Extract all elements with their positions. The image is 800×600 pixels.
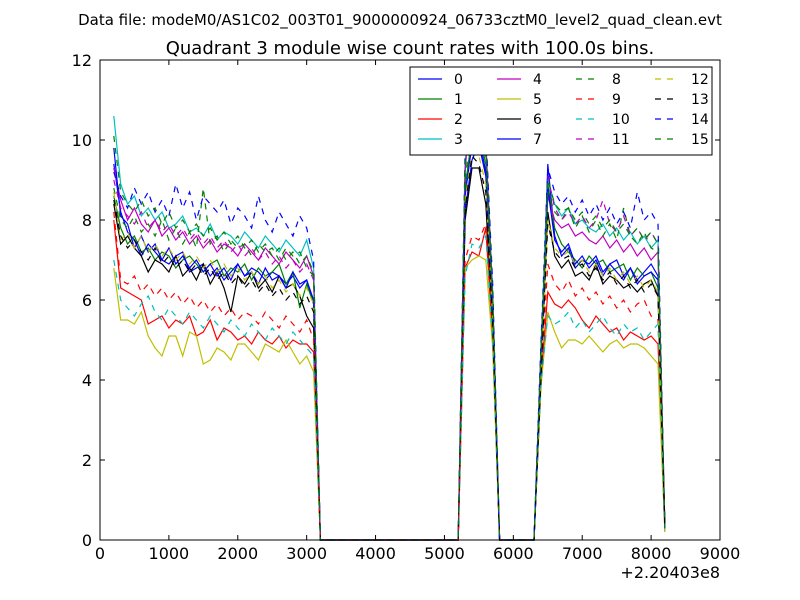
series-line-9 xyxy=(113,211,666,541)
x-tick-label: 4000 xyxy=(355,544,396,563)
legend-label-5: 5 xyxy=(533,92,542,108)
chart-title: Quadrant 3 module wise count rates with … xyxy=(166,38,655,59)
x-tick-label: 6000 xyxy=(493,544,534,563)
y-tick-label: 4 xyxy=(82,371,92,390)
axes-layer: 0 1000 2000 3000 4000 5000 6000 7000 8000 9000 0 2 4… xyxy=(72,51,741,563)
series-line-11 xyxy=(113,71,666,541)
series-line-14 xyxy=(113,102,666,541)
legend-label-9: 9 xyxy=(612,92,621,108)
y-tick-label: 12 xyxy=(72,51,92,70)
x-tick-label: 3000 xyxy=(286,544,327,563)
series-line-12 xyxy=(113,151,666,541)
x-tick-label: 1000 xyxy=(149,544,190,563)
x-tick-label: 2000 xyxy=(217,544,258,563)
y-tick-label: 2 xyxy=(82,451,92,470)
legend-label-15: 15 xyxy=(691,132,709,148)
legend-label-14: 14 xyxy=(691,112,709,128)
legend-label-13: 13 xyxy=(691,92,709,108)
x-tick-label: 0 xyxy=(95,544,105,563)
series-line-0 xyxy=(113,142,666,541)
legend-label-7: 7 xyxy=(533,132,542,148)
x-tick-label: 7000 xyxy=(562,544,603,563)
legend-label-2: 2 xyxy=(454,112,463,128)
x-tick-label: 9000 xyxy=(700,544,741,563)
series-line-3 xyxy=(113,114,666,541)
series-line-10 xyxy=(113,233,666,541)
suptitle: Data file: modeM0/AS1C02_003T01_90000009… xyxy=(78,11,722,30)
legend-label-3: 3 xyxy=(454,132,463,148)
legend-label-0: 0 xyxy=(454,72,463,88)
x-tick-label: 8000 xyxy=(631,544,672,563)
legend-box xyxy=(409,66,713,156)
series-line-8 xyxy=(113,119,666,541)
legend-label-1: 1 xyxy=(454,92,463,108)
x-offset-label: +2.20403e8 xyxy=(620,563,720,582)
legend-label-11: 11 xyxy=(612,132,630,148)
legend-label-12: 12 xyxy=(691,72,709,88)
series-line-15 xyxy=(113,115,666,541)
x-tick-label: 5000 xyxy=(424,544,465,563)
y-tick-label: 0 xyxy=(82,531,92,550)
legend-label-8: 8 xyxy=(612,72,621,88)
series-line-13 xyxy=(113,154,666,541)
legend-label-10: 10 xyxy=(612,112,630,128)
legend-label-4: 4 xyxy=(533,72,542,88)
y-tick-label: 8 xyxy=(82,211,92,230)
y-tick-label: 10 xyxy=(72,131,92,150)
series-line-5 xyxy=(113,255,666,541)
legend-label-6: 6 xyxy=(533,112,542,128)
y-tick-label: 6 xyxy=(82,291,92,310)
